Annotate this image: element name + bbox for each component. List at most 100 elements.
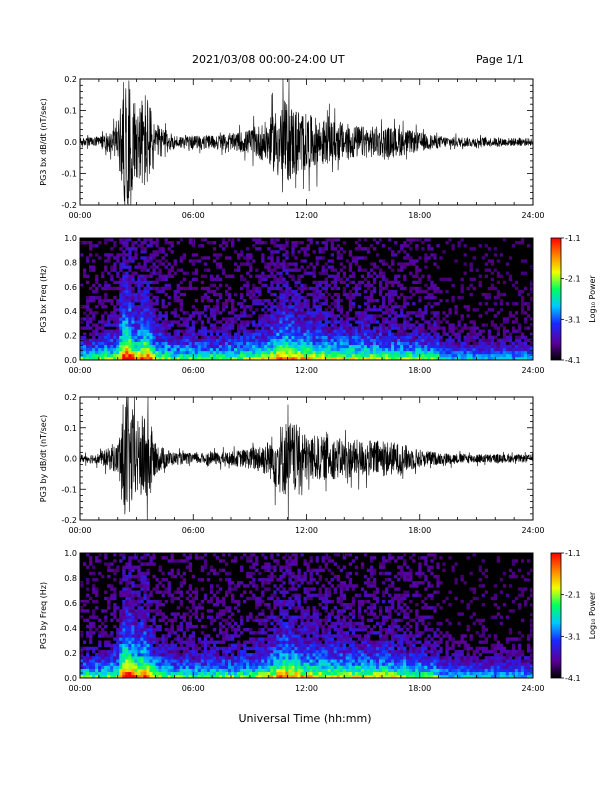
spectrogram-cell — [294, 262, 298, 266]
spectrogram-cell — [385, 329, 389, 333]
spectrogram-cell — [143, 659, 147, 663]
spectrogram-cell — [224, 241, 229, 245]
spectrogram-cell — [89, 596, 93, 601]
spectrogram-cell — [107, 259, 111, 263]
spectrogram-cell — [433, 295, 437, 300]
spectrogram-cell — [158, 311, 162, 315]
spectrogram-cell — [95, 274, 99, 278]
spectrogram-cell — [351, 335, 356, 339]
spectrogram-cell — [206, 268, 211, 272]
spectrogram-cell — [324, 271, 328, 275]
spectrogram-cell — [203, 335, 208, 339]
spectrogram-cell — [134, 615, 138, 619]
spectrogram-cell — [185, 590, 190, 594]
spectrogram-cell — [197, 353, 202, 358]
spectrogram-cell — [131, 308, 135, 312]
spectrogram-cell — [403, 265, 407, 269]
spectrogram-cell — [107, 634, 111, 638]
spectrogram-cell — [406, 350, 410, 355]
spectrogram-cell — [273, 338, 277, 342]
spectrogram-cell — [143, 609, 147, 613]
spectrogram-cell — [312, 356, 316, 361]
spectrogram-cell — [137, 596, 141, 601]
spectrogram-cell — [409, 347, 413, 352]
spectrogram-cell — [224, 646, 229, 651]
spectrogram-cell — [104, 332, 108, 336]
spectrogram-cell — [182, 618, 186, 623]
spectrogram-cell — [140, 292, 144, 297]
spectrogram-cell — [119, 323, 123, 327]
spectrogram-cell — [469, 326, 473, 330]
spectrogram-cell — [221, 241, 226, 245]
spectrogram-cell — [146, 286, 150, 291]
spectrogram-cell — [276, 238, 280, 242]
spectrogram-cell — [113, 265, 117, 269]
spectrogram-cell — [167, 247, 171, 251]
spectrogram-cell — [125, 335, 129, 339]
spectrogram-cell — [333, 302, 337, 306]
spectrogram-cell — [83, 305, 87, 309]
spectrogram-cell — [418, 268, 422, 272]
spectrogram-cell — [288, 341, 292, 346]
spectrogram-cell — [445, 350, 449, 355]
spectrogram-cell — [173, 341, 177, 346]
spectrogram-cell — [221, 353, 226, 358]
spectrogram-cell — [324, 326, 328, 330]
spectrogram-cell — [427, 247, 431, 251]
spectrogram-cell — [173, 656, 177, 660]
spectrogram-cell — [324, 308, 328, 312]
spectrogram-cell — [336, 344, 341, 349]
spectrogram-cell — [478, 347, 482, 352]
spectrogram-cell — [261, 326, 265, 330]
spectrogram-cell — [234, 317, 238, 321]
spectrogram-cell — [191, 344, 196, 349]
spectrogram-cell — [191, 341, 196, 346]
spectrogram-cell — [152, 332, 156, 336]
spectrogram-cell — [227, 643, 232, 648]
spectrogram-cell — [448, 350, 452, 355]
spectrogram-cell — [499, 274, 504, 278]
spectrogram-cell — [92, 665, 96, 669]
spectrogram-cell — [372, 356, 377, 361]
spectrogram-cell — [194, 596, 199, 601]
spectrogram-cell — [418, 338, 422, 342]
spectrogram-cell — [182, 665, 186, 669]
spectrogram-cell — [318, 271, 322, 275]
spectrogram-cell — [182, 286, 186, 291]
spectrogram-cell — [170, 649, 174, 654]
spectrogram-cell — [197, 653, 202, 657]
spectrogram-cell — [360, 341, 365, 346]
spectrogram-cell — [104, 353, 108, 358]
spectrogram-cell — [499, 323, 504, 327]
spectrogram-cell — [318, 295, 322, 300]
spectrogram-cell — [439, 353, 443, 358]
spectrogram-cell — [122, 332, 126, 336]
spectrogram-cell — [231, 238, 235, 242]
spectrogram-cell — [113, 559, 117, 563]
spectrogram-cell — [110, 671, 114, 676]
spectrogram-cell — [330, 268, 334, 272]
spectrogram-cell — [300, 265, 304, 269]
spectrogram-cell — [418, 326, 422, 330]
spectrogram-cell — [209, 646, 214, 651]
spectrogram-cell — [131, 256, 135, 260]
spectrogram-cell — [502, 280, 507, 285]
spectrogram-cell — [173, 350, 177, 355]
spectrogram-cell — [436, 286, 440, 291]
spectrogram-cell — [264, 265, 268, 269]
spectrogram-cell — [354, 332, 359, 336]
spectrogram-cell — [454, 308, 458, 312]
spectrogram-cell — [176, 674, 180, 679]
spectrogram-cell — [378, 274, 383, 278]
spectrogram-cell — [258, 277, 262, 281]
spectrogram-cell — [137, 350, 141, 355]
spectrogram-cell — [101, 299, 105, 303]
spectrogram-cell — [514, 286, 519, 291]
spectrogram-cell — [95, 347, 99, 352]
spectrogram-cell — [131, 292, 135, 297]
spectrogram-cell — [122, 259, 126, 263]
spectrogram-cell — [493, 341, 498, 346]
spectrogram-cell — [378, 347, 383, 352]
spectrogram-cell — [511, 302, 516, 306]
spectrogram-cell — [279, 347, 283, 352]
